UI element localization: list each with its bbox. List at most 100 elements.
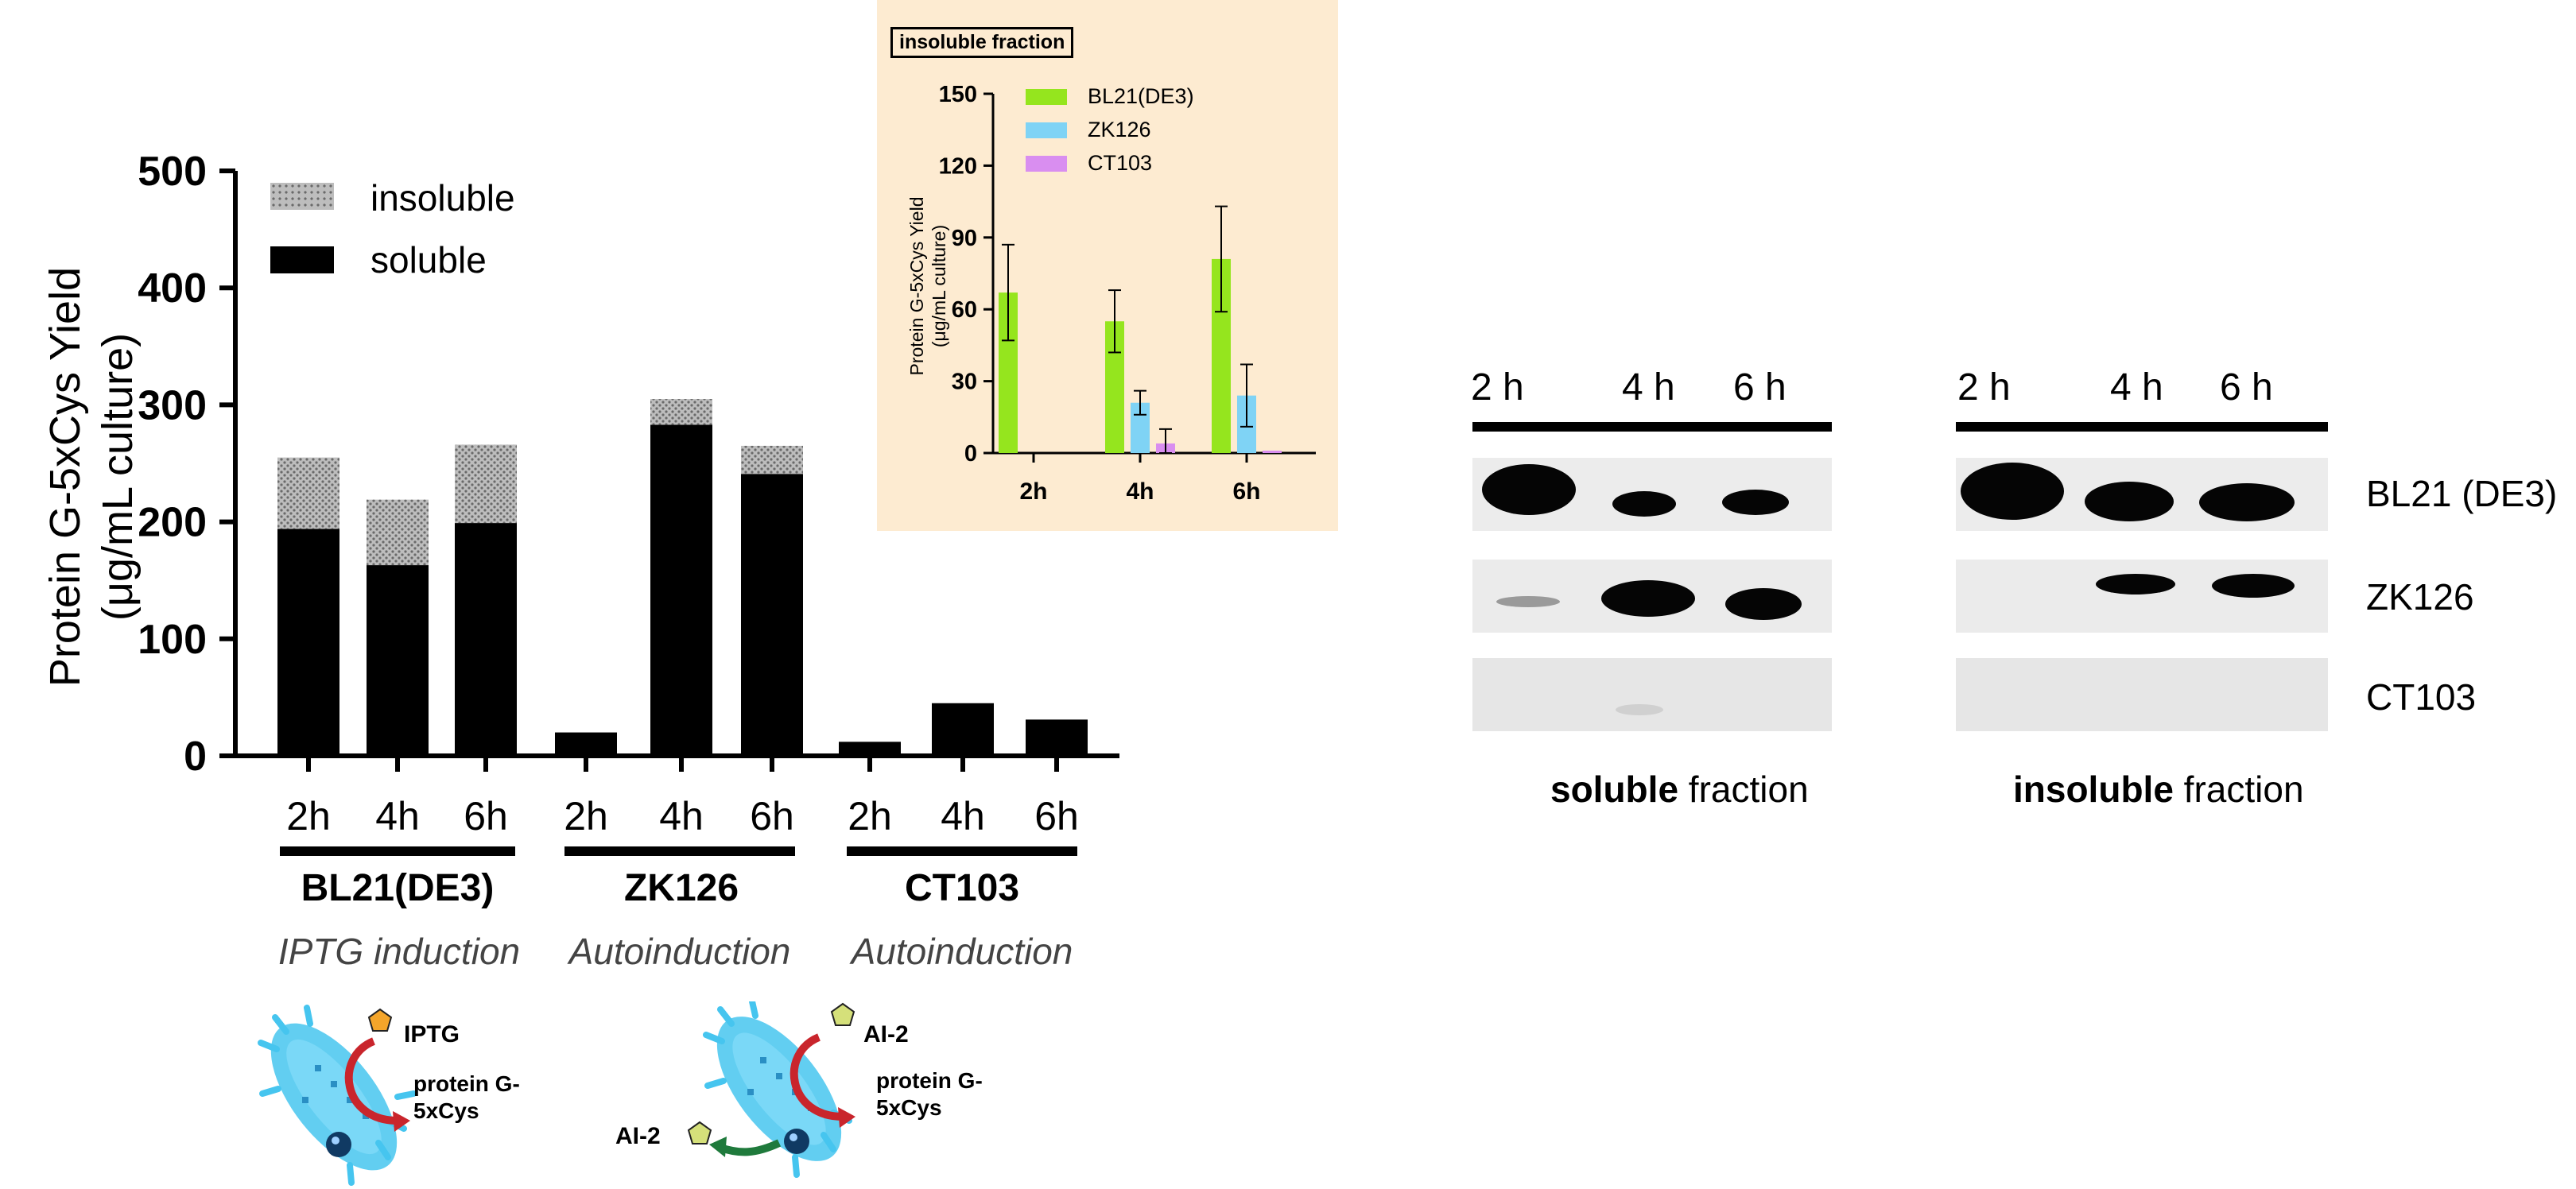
main-y-tick-label: 100: [138, 617, 207, 663]
blot-insoluble-ct103: [1956, 658, 2328, 731]
inset-y-axis-title: Protein G-5xCys Yield (μg/mL culture): [906, 197, 950, 376]
bar-insoluble: [741, 445, 803, 474]
inset-x-tick-label: 4h: [1126, 478, 1154, 505]
main-bars: [277, 399, 1088, 756]
bar-soluble: [277, 529, 339, 756]
group-label-bl21: BL21(DE3): [301, 867, 495, 909]
induction-arrow-icon: [344, 1037, 398, 1125]
inset-legend-swatch-bl21: [1026, 89, 1067, 105]
band: [2085, 482, 2174, 521]
main-y-tick-label: 400: [138, 265, 207, 312]
scheme-iptg-product-line1: protein G-: [413, 1071, 520, 1096]
bar-soluble: [932, 703, 994, 756]
band: [1496, 596, 1560, 607]
ai2-secreted-pentagon-icon: [687, 1121, 712, 1144]
legend-label-insoluble: insoluble: [370, 177, 515, 219]
group-underline-bl21: [280, 846, 515, 856]
ai2-autoinduction-scheme: [687, 1001, 855, 1178]
group-label-zk126: ZK126: [623, 867, 739, 909]
main-x-tick-label: 2h: [564, 794, 608, 838]
inset-title-box: insoluble fraction: [890, 27, 1074, 58]
blot-insoluble-zk126: [1956, 560, 2328, 633]
inset-y-tick-label: 150: [939, 82, 977, 107]
inset-legend-swatch-zk126: [1026, 122, 1067, 138]
blot-soluble-zk126: [1472, 560, 1832, 633]
inset-legend-label-ct103: CT103: [1088, 151, 1153, 175]
scheme-iptg-product-line2: 5xCys: [413, 1098, 479, 1123]
main-x-tick-label: 2h: [286, 794, 331, 838]
lane-header-soluble-2h: 2 h: [1471, 366, 1524, 409]
iptg-induction-scheme: [258, 1005, 417, 1186]
lane-header-soluble-6h: 6 h: [1733, 366, 1787, 409]
induction-label-bl21: IPTG induction: [277, 931, 521, 972]
legend-label-soluble: soluble: [370, 239, 487, 281]
main-x-tick-label: 6h: [750, 794, 794, 838]
lane-header-soluble-4h: 4 h: [1622, 366, 1675, 409]
inset-bar-ct103: [1263, 450, 1282, 453]
band: [2212, 574, 2295, 598]
main-y-tick-label: 300: [138, 382, 207, 428]
inset-bars: [999, 205, 1282, 454]
secretion-arrow-icon: [719, 1139, 782, 1156]
bar-soluble: [367, 565, 429, 756]
inset-bar-chart: 0 30 60 90 120 150 2h 4h 6h: [877, 0, 1338, 531]
main-x-tick-label: 6h: [464, 794, 508, 838]
inset-y-tick-label: 30: [952, 370, 977, 395]
band: [1601, 580, 1695, 617]
inset-x-tick-label: 6h: [1232, 478, 1260, 505]
inset-y-axis-title-line1: Protein G-5xCys Yield: [906, 196, 927, 376]
insoluble-fraction-caption: insoluble fraction: [2013, 768, 2304, 811]
inset-y-tick-label: 90: [952, 226, 977, 251]
induction-label-ct103: Autoinduction: [851, 931, 1073, 972]
band: [1612, 491, 1676, 517]
ai2-pentagon-icon: [830, 1002, 855, 1026]
main-x-tick-label: 6h: [1034, 794, 1079, 838]
bar-soluble: [650, 424, 712, 756]
bar-insoluble: [650, 399, 712, 425]
bar-soluble: [555, 732, 617, 756]
scheme-ai2-product-line2: 5xCys: [876, 1095, 942, 1120]
inset-tick-labels: 0 30 60 90 120 150 2h 4h 6h: [939, 82, 1261, 505]
band: [1616, 704, 1663, 715]
blot-row-label-zk126: ZK126: [2366, 576, 2474, 618]
main-y-axis-title: Protein G-5xCys Yield (μg/mL culture): [39, 267, 144, 687]
main-y-axis-title-line2: (μg/mL culture): [94, 332, 142, 622]
inset-y-tick-label: 0: [964, 441, 977, 467]
inset-legend-label-zk126: ZK126: [1088, 118, 1151, 141]
scheme-iptg-label: IPTG: [404, 1021, 460, 1048]
blot-row-label-bl21: BL21 (DE3): [2366, 473, 2558, 514]
soluble-caption-rest: fraction: [1678, 769, 1809, 810]
lane-header-insoluble-2h: 2 h: [1957, 366, 2011, 409]
main-x-tick-label: 4h: [659, 794, 704, 838]
main-y-axis-title-line1: Protein G-5xCys Yield: [41, 266, 89, 687]
group-label-ct103: CT103: [904, 867, 1020, 909]
blot-soluble-bl21: [1472, 458, 1832, 531]
band: [2096, 574, 2175, 594]
inset-title: insoluble fraction: [899, 31, 1065, 53]
bar-soluble: [1026, 719, 1088, 756]
lane-header-insoluble-6h: 6 h: [2220, 366, 2273, 409]
bar-insoluble: [367, 499, 429, 566]
inset-legend-swatch-ct103: [1026, 156, 1067, 172]
legend-swatch-soluble: [270, 246, 334, 273]
blot-row-label-ct103: CT103: [2366, 676, 2477, 718]
band: [1725, 588, 1802, 620]
inset-legend-label-bl21: BL21(DE3): [1088, 84, 1194, 108]
group-underline-zk126: [564, 846, 795, 856]
insoluble-lane-bar: [1956, 422, 2328, 432]
scheme-ai2-label: AI-2: [863, 1021, 909, 1048]
insoluble-caption-bold: insoluble: [2013, 769, 2174, 810]
scheme-ai2-product-line1: protein G-: [876, 1068, 983, 1093]
bar-insoluble: [277, 457, 339, 529]
soluble-lane-bar: [1472, 422, 1832, 432]
legend-swatch-insoluble: [270, 183, 334, 210]
main-x-tick-label: 4h: [375, 794, 420, 838]
inset-x-tick-label: 2h: [1019, 478, 1047, 505]
lane-header-insoluble-4h: 4 h: [2110, 366, 2163, 409]
induction-label-zk126: Autoinduction: [568, 931, 791, 972]
iptg-pentagon-icon: [367, 1008, 393, 1032]
main-x-tick-label: 2h: [848, 794, 892, 838]
